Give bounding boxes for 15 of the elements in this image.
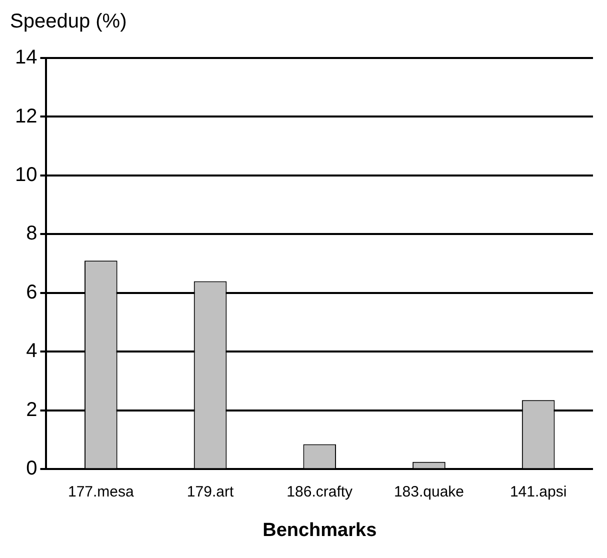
y-tick-label: 12 (14, 105, 38, 128)
y-tick-label: 0 (26, 458, 38, 480)
y-tick-label: 8 (26, 222, 38, 245)
x-tick-label: 186.crafty (286, 483, 354, 500)
y-tick-label: 6 (26, 281, 38, 304)
x-tick-label: 179.art (186, 483, 234, 500)
x-tick-label: 183.quake (394, 483, 464, 500)
y-axis-title: Speedup (%) (10, 10, 127, 33)
y-tick-label: 14 (14, 46, 38, 69)
y-tick-label: 4 (26, 340, 38, 362)
y-tick-label: 10 (14, 164, 38, 186)
x-axis-title: Benchmarks (262, 520, 377, 541)
x-tick-label: 141.apsi (510, 483, 567, 500)
y-tick-label: 2 (26, 398, 38, 421)
x-tick-label: 177.mesa (68, 483, 135, 500)
